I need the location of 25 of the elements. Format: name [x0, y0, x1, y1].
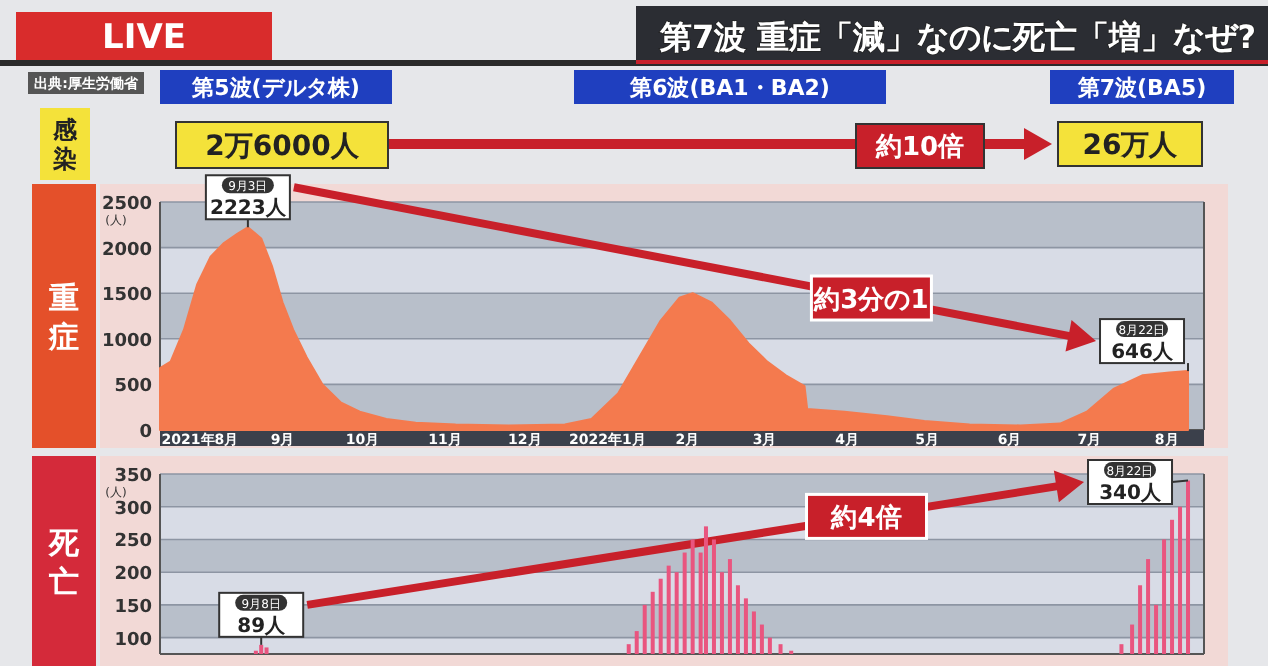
text: LIVE	[102, 18, 186, 59]
text: 第6波(BA1・BA2)	[628, 74, 830, 101]
y-tick-label: 200	[114, 565, 152, 586]
y-tick-label: 1500	[101, 286, 152, 307]
text: 2万6000人	[205, 131, 361, 164]
y-tick-label: 1000	[101, 331, 152, 352]
text: 26万人	[1082, 130, 1180, 163]
text: 第5波(デルタ株)	[190, 74, 360, 101]
annotation: 約3分の1	[812, 286, 929, 317]
y-tick-label: 150	[114, 597, 152, 618]
text: 第7波 重症「減」なのに死亡「増」なぜ?	[658, 18, 1256, 56]
y-tick-label: 350	[114, 467, 152, 487]
text: 感染	[51, 116, 79, 173]
y-tick-label: 0	[139, 423, 152, 443]
y-tick-label: 2500	[101, 195, 152, 215]
y-tick-label: 100	[114, 630, 152, 651]
text: 第7波(BA5)	[1075, 74, 1207, 101]
y-axis-title: 死亡	[47, 525, 81, 600]
y-axis-title: 重症	[47, 280, 79, 355]
text: 約10倍	[873, 131, 965, 164]
y-tick-label: 500	[114, 377, 152, 398]
y-tick-label: 250	[114, 532, 152, 553]
y-tick-label: 300	[114, 499, 152, 520]
y-tick-label: 2000	[101, 240, 152, 261]
annotation: 約4倍	[829, 502, 902, 535]
